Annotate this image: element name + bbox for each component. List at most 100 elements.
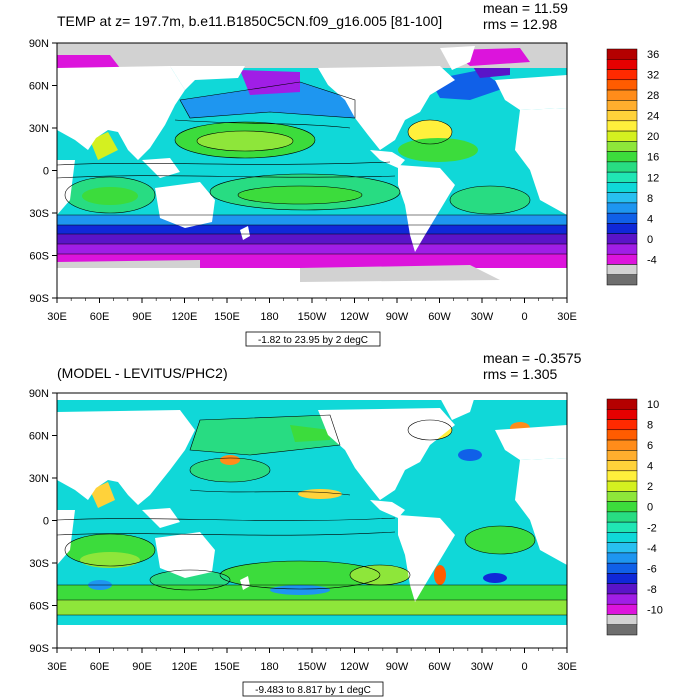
lon-tick-label: 60E bbox=[90, 661, 110, 673]
colorbar-swatch bbox=[606, 59, 638, 70]
colorbar-label: 32 bbox=[647, 70, 659, 82]
lat-tick-label: 0 bbox=[43, 516, 49, 528]
colorbar-label: -4 bbox=[647, 543, 657, 555]
colorbar-label: 12 bbox=[647, 172, 659, 184]
top-range-label: -1.82 to 23.95 by 2 degC bbox=[258, 335, 368, 346]
colorbar-swatch bbox=[606, 614, 638, 625]
colorbar-label: 28 bbox=[647, 90, 659, 102]
bottom-lat-axis: 90N 60N 30N 0 30S 60S 90S bbox=[29, 388, 57, 655]
colorbar-swatch bbox=[606, 460, 638, 472]
colorbar-swatch bbox=[606, 233, 638, 245]
colorbar-swatch bbox=[606, 419, 638, 431]
colorbar-swatch bbox=[606, 501, 638, 513]
lon-tick-label: 150W bbox=[298, 311, 327, 323]
lon-tick-label: 30E bbox=[557, 661, 577, 673]
lon-tick-label: 0 bbox=[521, 661, 527, 673]
lat-tick-label: 30S bbox=[29, 558, 49, 570]
colorbar-label: 4 bbox=[647, 461, 653, 473]
colorbar-swatch bbox=[606, 439, 638, 451]
colorbar-label: 16 bbox=[647, 152, 659, 164]
lat-tick-label: 0 bbox=[43, 166, 49, 178]
lat-tick-label: 60N bbox=[29, 81, 49, 93]
bottom-map bbox=[57, 393, 567, 648]
colorbar-swatch bbox=[606, 243, 638, 255]
colorbar-label: 20 bbox=[647, 131, 659, 143]
colorbar-swatch bbox=[606, 212, 638, 224]
lon-tick-label: 90E bbox=[132, 661, 152, 673]
colorbar-swatch bbox=[606, 409, 638, 420]
colorbar-swatch bbox=[606, 48, 638, 60]
top-panel-title: TEMP at z= 197.7m, b.e11.B1850C5CN.f09_g… bbox=[57, 13, 442, 29]
lon-tick-label: 0 bbox=[521, 311, 527, 323]
lat-tick-label: 60S bbox=[29, 601, 49, 613]
lon-tick-label: 30E bbox=[47, 661, 67, 673]
colorbar-swatch bbox=[606, 89, 638, 101]
lon-tick-label: 120W bbox=[340, 661, 369, 673]
lon-tick-label: 30E bbox=[557, 311, 577, 323]
top-lat-axis: 90N 60N 30N 0 30S 60S 90S bbox=[29, 38, 57, 305]
top-panel-mean: mean = 11.59 bbox=[483, 0, 568, 16]
colorbar-swatch bbox=[606, 110, 638, 122]
lat-tick-label: 60S bbox=[29, 251, 49, 263]
colorbar-swatch bbox=[606, 491, 638, 502]
lon-tick-label: 120E bbox=[172, 661, 198, 673]
lat-tick-label: 60N bbox=[29, 431, 49, 443]
bottom-panel-mean: mean = -0.3575 bbox=[483, 350, 582, 366]
lon-tick-label: 120W bbox=[340, 311, 369, 323]
colorbar-swatch bbox=[606, 511, 638, 523]
top-panel-rms: rms = 12.98 bbox=[483, 16, 558, 32]
colorbar-swatch bbox=[606, 521, 638, 533]
colorbar-swatch bbox=[606, 573, 638, 584]
lon-tick-label: 30E bbox=[47, 311, 67, 323]
colorbar-swatch bbox=[606, 79, 638, 91]
colorbar-label: -4 bbox=[647, 254, 657, 266]
lon-tick-label: 180 bbox=[260, 311, 278, 323]
colorbar-swatch bbox=[606, 130, 638, 142]
colorbar-swatch bbox=[606, 100, 638, 111]
colorbar-swatch bbox=[606, 450, 638, 461]
bottom-panel-title: (MODEL - LEVITUS/PHC2) bbox=[57, 365, 228, 381]
bottom-range-box bbox=[242, 681, 384, 697]
colorbar-swatch bbox=[606, 583, 638, 595]
colorbar-swatch bbox=[606, 552, 638, 564]
lon-tick-label: 120E bbox=[172, 311, 198, 323]
lon-tick-label: 180 bbox=[260, 661, 278, 673]
lat-tick-label: 30S bbox=[29, 208, 49, 220]
colorbar-swatch bbox=[606, 480, 638, 492]
lon-tick-label: 150E bbox=[214, 661, 240, 673]
top-range-box bbox=[245, 331, 381, 347]
lon-tick-label: 60W bbox=[428, 661, 451, 673]
bottom-panel: (MODEL - LEVITUS/PHC2) mean = -0.3575 rm… bbox=[29, 350, 663, 697]
colorbar-label: 2 bbox=[647, 481, 653, 493]
colorbar-label: 0 bbox=[647, 502, 653, 514]
colorbar-swatch bbox=[606, 161, 638, 173]
colorbar-swatch bbox=[606, 603, 638, 615]
lon-tick-label: 150E bbox=[214, 311, 240, 323]
bottom-colorbar: 10 8 6 4 2 0 -2 -4 -6 -8 -10 bbox=[606, 398, 663, 636]
colorbar-label: 6 bbox=[647, 440, 653, 452]
bottom-range-label: -9.483 to 8.817 by 1 degC bbox=[255, 685, 371, 696]
colorbar-swatch bbox=[606, 253, 638, 265]
colorbar-swatch bbox=[606, 141, 638, 152]
lon-tick-label: 90W bbox=[386, 661, 409, 673]
bottom-panel-rms: rms = 1.305 bbox=[483, 366, 558, 382]
lat-tick-label: 90N bbox=[29, 38, 49, 50]
colorbar-swatch bbox=[606, 120, 638, 132]
colorbar-label: 10 bbox=[647, 399, 659, 411]
colorbar-swatch bbox=[606, 398, 638, 410]
colorbar-swatch bbox=[606, 151, 638, 163]
colorbar-label: -8 bbox=[647, 584, 657, 596]
colorbar-swatch bbox=[606, 429, 638, 441]
colorbar-swatch bbox=[606, 182, 638, 193]
lon-tick-label: 30W bbox=[471, 311, 494, 323]
lon-tick-label: 150W bbox=[298, 661, 327, 673]
lat-tick-label: 30N bbox=[29, 473, 49, 485]
top-lon-axis: 30E 60E 90E 120E 150E 180 150W 120W 90W 60W 30W 0 30… bbox=[47, 298, 577, 323]
colorbar-label: 0 bbox=[647, 234, 653, 246]
colorbar-swatch bbox=[606, 593, 638, 605]
lat-tick-label: 90S bbox=[29, 293, 49, 305]
colorbar-label: 4 bbox=[647, 213, 653, 225]
colorbar-swatch bbox=[606, 69, 638, 81]
colorbar-label: -6 bbox=[647, 563, 657, 575]
